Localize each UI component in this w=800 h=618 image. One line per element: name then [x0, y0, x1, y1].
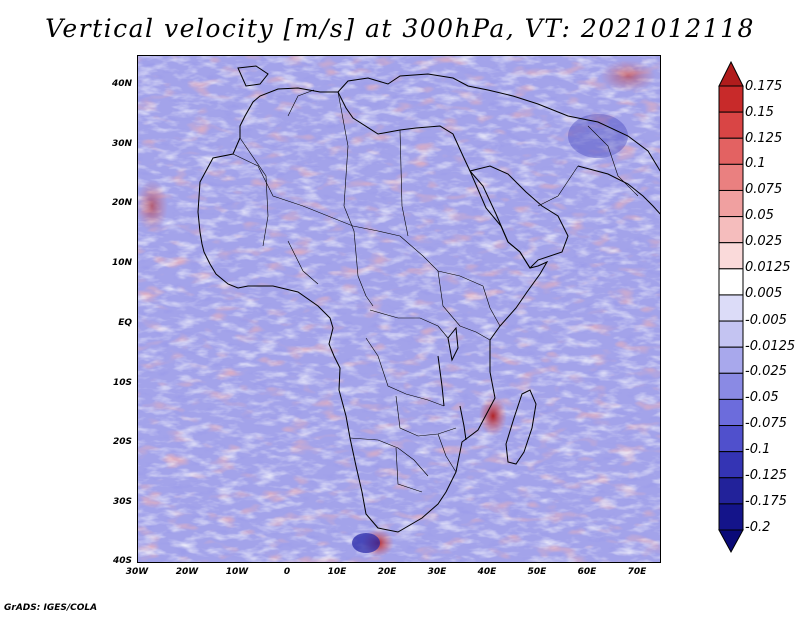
- hotspot-atlantic: [138, 180, 168, 232]
- colorbar-cell: [718, 294, 744, 322]
- chart-title: Vertical velocity [m/s] at 300hPa, VT: 2…: [45, 14, 755, 43]
- colorbar-label: 0.0125: [745, 260, 791, 275]
- colorbar-cells: [718, 60, 744, 554]
- border-car: [369, 309, 449, 339]
- colorbar-label: 0.1: [745, 156, 766, 171]
- colorbar: [718, 60, 744, 554]
- colorbar-label: 0.125: [745, 131, 783, 146]
- lon-label-50e: 50E: [527, 567, 547, 577]
- border-botswana: [395, 447, 423, 493]
- lon-label-20e: 20E: [377, 567, 397, 577]
- lon-label-70e: 70E: [627, 567, 647, 577]
- lon-label-40e: 40E: [477, 567, 497, 577]
- madagascar-coastline: [505, 389, 537, 465]
- colorbar-label: 0.005: [745, 286, 783, 301]
- colorbar-label: 0.15: [745, 105, 774, 120]
- colorbar-cell: [718, 320, 744, 348]
- colorbar-cell: [718, 216, 744, 244]
- border-arabia: [537, 165, 579, 207]
- map-svg: [138, 56, 660, 562]
- colorbar-label: -0.125: [745, 468, 787, 483]
- border-south-sudan: [437, 270, 461, 327]
- border-iran: [587, 125, 639, 197]
- colorbar-label: -0.005: [745, 313, 787, 328]
- arabia-coastline: [469, 165, 569, 269]
- colorbar-label: -0.025: [745, 364, 787, 379]
- colorbar-cell: [718, 137, 744, 165]
- colorbar-label: 0.05: [745, 208, 774, 223]
- border-congo: [365, 337, 445, 407]
- colorbar-cell: [718, 503, 744, 531]
- colorbar-label: 0.075: [745, 182, 783, 197]
- border-sahara: [232, 153, 401, 237]
- lat-label-20n: 20N: [111, 198, 132, 208]
- country-borders: [232, 89, 639, 493]
- lake-victoria: [447, 326, 459, 362]
- colorbar-cell: [718, 477, 744, 505]
- border-libya-egypt: [399, 129, 409, 237]
- lon-label-20w: 20W: [175, 567, 199, 577]
- colorbar-label: -0.2: [745, 520, 771, 535]
- lon-label-30w: 30W: [125, 567, 149, 577]
- lat-label-30n: 30N: [111, 139, 132, 149]
- colorbar-cell: [718, 163, 744, 191]
- colorbar-cell: [718, 111, 744, 139]
- colorbar-label: -0.175: [745, 494, 787, 509]
- border-niger-chad: [353, 230, 374, 307]
- mediterranean-coast: [337, 73, 660, 172]
- colorbar-cell: [718, 268, 744, 296]
- grads-credit: GrADS: IGES/COLA: [4, 603, 98, 613]
- colorbar-arrow-bottom: [718, 529, 744, 554]
- border-ethiopia-somalia: [482, 285, 501, 327]
- lon-label-30e: 30E: [427, 567, 447, 577]
- lat-label-eq: EQ: [118, 318, 132, 328]
- lat-label-40n: 40N: [111, 79, 132, 89]
- lat-label-20s: 20S: [112, 437, 132, 447]
- lat-label-10s: 10S: [112, 378, 132, 388]
- lat-label-40s: 40S: [112, 556, 132, 566]
- colorbar-cell: [718, 451, 744, 479]
- colorbar-cell: [718, 398, 744, 427]
- colorbar-label: -0.0125: [745, 339, 796, 354]
- colorbar-cell: [718, 372, 744, 400]
- lat-label-10n: 10N: [111, 258, 132, 268]
- persian-coast: [577, 165, 660, 215]
- hotspot-mozambique: [479, 396, 507, 436]
- lake-malawi: [459, 405, 467, 441]
- colorbar-label: -0.075: [745, 416, 787, 431]
- lat-label-30s: 30S: [112, 497, 132, 507]
- colorbar-arrow-top: [718, 60, 744, 87]
- colorbar-label: -0.05: [745, 390, 779, 405]
- colorbar-cell: [718, 189, 744, 218]
- iberia-coastline: [237, 65, 269, 87]
- border-namibia-botswana: [349, 437, 429, 477]
- border-kenya: [459, 325, 491, 341]
- colorbar-cell: [718, 346, 744, 374]
- map-panel: [137, 55, 661, 563]
- lon-label-10w: 10W: [225, 567, 249, 577]
- colorbar-cell: [718, 242, 744, 270]
- colorbar-cell: [718, 85, 744, 113]
- border-algeria-libya: [337, 91, 355, 232]
- hotspot-iran: [600, 60, 656, 92]
- lake-tanganyika: [437, 355, 445, 407]
- colorbar-cell: [718, 425, 744, 453]
- border-mali: [287, 240, 319, 285]
- border-morocco: [287, 89, 315, 117]
- lon-label-10e: 10E: [327, 567, 347, 577]
- field-downdraft-texture: [138, 56, 660, 562]
- border-zimbabwe: [437, 433, 457, 473]
- colorbar-label: -0.1: [745, 442, 771, 457]
- downdraft-cape: [352, 533, 380, 553]
- border-zambia: [395, 395, 457, 437]
- lon-label-0: 0: [283, 567, 291, 577]
- border-mauritania: [239, 137, 269, 247]
- lon-label-60e: 60E: [577, 567, 597, 577]
- colorbar-label: 0.025: [745, 234, 783, 249]
- colorbar-label: 0.175: [745, 79, 783, 94]
